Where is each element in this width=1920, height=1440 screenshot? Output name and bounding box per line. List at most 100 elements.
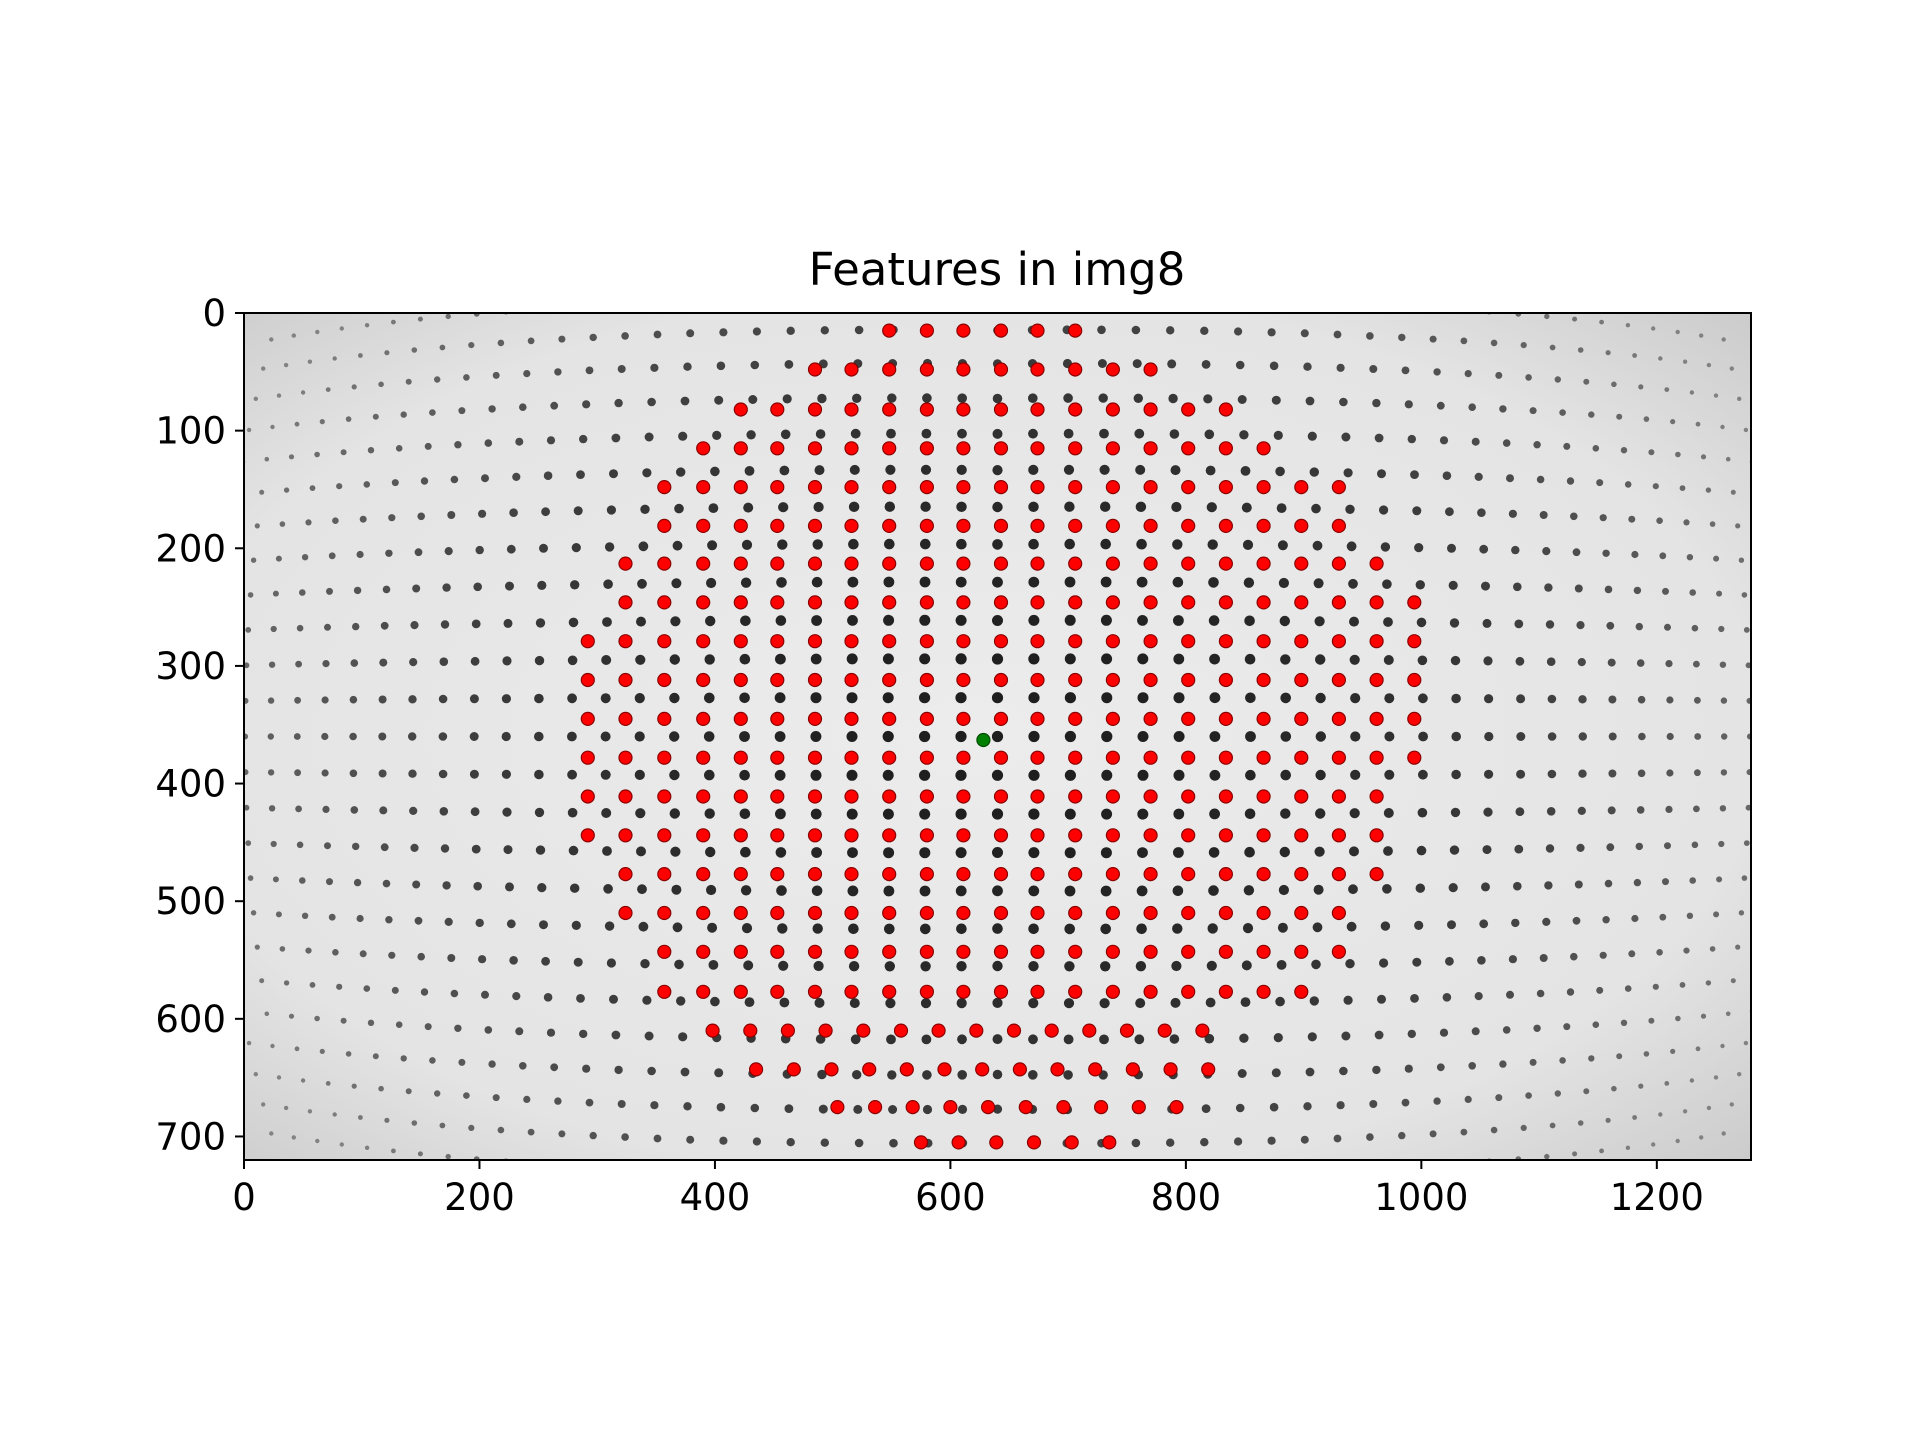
feature-point <box>882 905 897 921</box>
background-dot <box>478 955 487 964</box>
feature-point <box>993 828 1009 843</box>
feature-point <box>1256 828 1271 843</box>
background-dot <box>254 944 260 950</box>
background-dot <box>680 396 690 406</box>
background-dot <box>1759 525 1764 530</box>
background-dot <box>1369 1100 1378 1108</box>
background-dot <box>481 990 489 999</box>
background-dot <box>706 577 717 589</box>
background-dot <box>253 1072 258 1077</box>
background-dot <box>1245 731 1256 742</box>
background-dot <box>1606 843 1615 852</box>
background-dot <box>1278 884 1289 896</box>
background-dot <box>372 1053 379 1060</box>
background-dot <box>1382 579 1392 589</box>
background-dot <box>1240 997 1251 1007</box>
feature-point <box>1369 711 1384 727</box>
background-dot <box>276 1075 282 1080</box>
feature-point <box>1218 634 1234 649</box>
background-dot <box>1433 368 1441 376</box>
background-dot <box>638 921 649 932</box>
feature-point <box>748 1062 764 1077</box>
background-dot <box>1628 515 1636 523</box>
background-dot <box>1502 439 1511 447</box>
feature-point <box>1256 441 1271 456</box>
background-dot <box>1554 1090 1562 1097</box>
background-dot <box>1028 730 1040 743</box>
background-dot <box>1401 1098 1410 1107</box>
feature-point <box>919 866 935 882</box>
background-dot <box>567 655 578 666</box>
feature-point <box>770 402 785 417</box>
background-dot <box>359 515 367 523</box>
feature-point <box>919 672 935 688</box>
background-dot <box>1418 769 1428 780</box>
feature-point <box>657 984 672 999</box>
background-dot <box>1652 483 1659 490</box>
background-dot <box>1616 1053 1623 1060</box>
background-dot <box>1667 1168 1671 1172</box>
feature-point <box>1294 480 1309 495</box>
background-dot <box>533 306 539 312</box>
background-dot <box>708 503 719 513</box>
feature-point <box>1030 789 1045 804</box>
background-dot <box>440 620 450 629</box>
background-dot <box>601 808 612 818</box>
background-dot <box>1208 885 1219 896</box>
background-dot <box>1511 918 1520 928</box>
feature-point <box>1068 480 1083 495</box>
background-dot <box>1280 692 1291 704</box>
background-dot <box>1689 877 1696 884</box>
background-dot <box>546 436 556 445</box>
feature-point <box>919 711 935 727</box>
background-dot <box>779 997 790 1008</box>
background-dot <box>1339 397 1348 407</box>
background-dot <box>1737 1072 1742 1077</box>
background-dot <box>1414 543 1424 553</box>
background-dot <box>250 557 257 563</box>
feature-point <box>956 984 971 999</box>
background-dot <box>887 1070 897 1080</box>
background-dot <box>1349 616 1359 627</box>
background-dot <box>1063 1034 1074 1045</box>
background-dot <box>328 552 336 560</box>
background-dot <box>1544 1153 1550 1160</box>
feature-point <box>844 402 859 417</box>
feature-point <box>1088 1062 1103 1077</box>
feature-point <box>882 480 897 495</box>
background-dot <box>1379 505 1389 515</box>
background-dot <box>650 363 659 372</box>
feature-point <box>580 711 595 727</box>
background-dot <box>1064 730 1076 743</box>
background-dot <box>885 464 896 475</box>
background-dot <box>1204 429 1215 440</box>
background-dot <box>1499 1060 1507 1068</box>
background-dot <box>1242 539 1254 551</box>
background-dot <box>1417 655 1428 666</box>
background-dot <box>1280 731 1292 742</box>
background-dot <box>719 328 728 337</box>
background-dot <box>1101 730 1113 743</box>
background-dot <box>420 477 429 485</box>
background-dot <box>1333 330 1342 339</box>
background-dot <box>534 731 544 742</box>
background-dot <box>267 697 275 704</box>
feature-point <box>993 866 1009 882</box>
background-dot <box>1064 501 1075 512</box>
background-dot <box>411 347 418 353</box>
background-dot <box>537 883 547 893</box>
background-dot <box>919 885 931 897</box>
background-dot <box>1172 885 1184 897</box>
feature-point <box>1181 556 1196 571</box>
background-dot <box>750 360 760 370</box>
background-dot <box>1738 557 1745 563</box>
background-dot <box>617 1100 626 1108</box>
background-dot <box>410 843 419 853</box>
background-dot <box>567 807 578 818</box>
feature-point <box>882 323 897 338</box>
background-dot <box>539 543 548 553</box>
background-dot <box>992 960 1003 972</box>
background-dot <box>509 508 518 517</box>
feature-point <box>657 711 672 727</box>
background-dot <box>325 1081 331 1086</box>
